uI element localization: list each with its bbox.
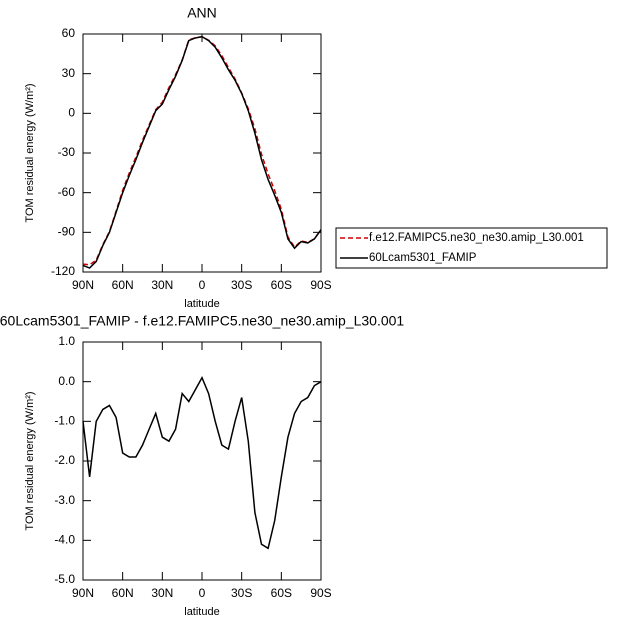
x-tick-label: 90N xyxy=(72,278,94,292)
x-tick-label: 60S xyxy=(271,278,292,292)
x-tick-label: 30N xyxy=(151,278,173,292)
x-axis-label: latitude xyxy=(184,298,219,310)
chart-title: ANN xyxy=(187,5,217,21)
series-line xyxy=(82,35,322,269)
x-tick-label: 30S xyxy=(231,278,252,292)
x-tick-label: 90S xyxy=(310,278,331,292)
x-axis-label: latitude xyxy=(184,606,219,618)
legend-box xyxy=(335,227,608,269)
y-tick-label: -30 xyxy=(58,145,76,159)
chart-title: 60Lcam5301_FAMIP - f.e12.FAMIPC5.ne30_ne… xyxy=(0,313,404,329)
legend-label: 60Lcam5301_FAMIP xyxy=(369,252,477,264)
x-tick-label: 60N xyxy=(112,278,134,292)
y-axis-label: TOM residual energy (W/m²) xyxy=(24,391,36,530)
x-tick-label: 0 xyxy=(199,586,206,600)
series-line xyxy=(82,375,322,550)
y-tick-label: 0 xyxy=(68,106,75,120)
x-tick-label: 90N xyxy=(72,586,94,600)
y-tick-label: 30 xyxy=(62,66,76,80)
y-tick-label: -90 xyxy=(58,225,76,239)
x-tick-label: 90S xyxy=(310,586,331,600)
x-tick-label: 60S xyxy=(271,586,292,600)
y-tick-label: -1.0 xyxy=(54,414,75,428)
y-tick-label: 0.0 xyxy=(58,374,75,388)
y-tick-label: 60 xyxy=(62,26,76,40)
x-tick-label: 30S xyxy=(231,586,252,600)
y-tick-label: -60 xyxy=(58,185,76,199)
y-tick-label: -120 xyxy=(51,264,75,278)
y-tick-label: -4.0 xyxy=(54,533,75,547)
y-tick-label: -2.0 xyxy=(54,453,75,467)
y-tick-label: 1.0 xyxy=(58,334,75,348)
y-tick-label: -3.0 xyxy=(54,493,75,507)
y-axis-label: TOM residual energy (W/m²) xyxy=(24,83,36,222)
x-tick-label: 30N xyxy=(151,586,173,600)
y-tick-label: -5.0 xyxy=(54,572,75,586)
plot-frame xyxy=(82,33,322,273)
legend-label: f.e12.FAMIPC5.ne30_ne30.amip_L30.001 xyxy=(369,232,584,244)
x-tick-label: 60N xyxy=(112,586,134,600)
x-tick-label: 0 xyxy=(199,278,206,292)
